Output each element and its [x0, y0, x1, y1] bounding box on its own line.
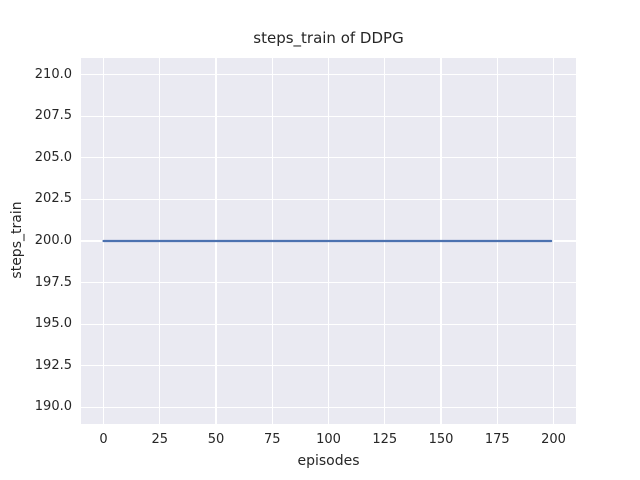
chart-title: steps_train of DDPG: [253, 29, 404, 47]
gridline-horizontal: [81, 281, 576, 284]
x-tick-label: 125: [372, 432, 398, 447]
y-tick-label: 200.0: [34, 233, 72, 248]
x-tick-label: 25: [151, 432, 169, 447]
data-series-layer: [102, 239, 553, 243]
y-tick-label: 207.5: [34, 108, 72, 124]
x-tick-label: 100: [316, 432, 341, 447]
y-tick-label: 210.0: [34, 66, 72, 82]
x-tick-label: 50: [207, 432, 225, 447]
x-tick-label: 0: [99, 432, 108, 447]
x-tick-label: 200: [541, 432, 566, 447]
y-tick-label: 202.5: [34, 191, 72, 207]
gridline-horizontal: [81, 73, 576, 76]
plot-area: [81, 58, 576, 424]
gridline-horizontal: [81, 406, 576, 408]
x-tick-label: 150: [428, 432, 454, 447]
gridline-horizontal: [81, 198, 576, 201]
gridline-horizontal: [81, 115, 576, 117]
x-axis-label: episodes: [297, 453, 360, 469]
gridline-horizontal: [81, 323, 576, 325]
y-tick-label: 205.0: [34, 149, 72, 165]
x-tick-label: 75: [263, 432, 281, 447]
y-tick-label: 195.0: [34, 316, 72, 332]
y-tick-label: 190.0: [34, 399, 72, 415]
y-tick-label: 192.5: [34, 357, 72, 373]
gridline-horizontal: [81, 365, 576, 367]
gridline-horizontal: [81, 157, 576, 159]
x-tick-label: 175: [484, 432, 510, 447]
y-tick-label: 197.5: [34, 274, 72, 290]
